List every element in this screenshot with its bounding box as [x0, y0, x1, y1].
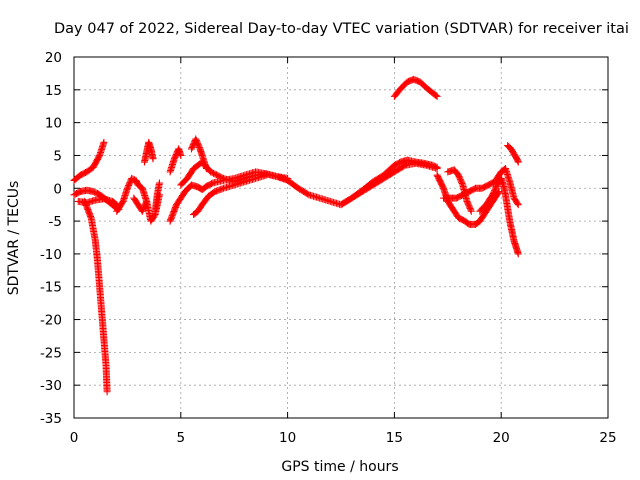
series-arc-6: [130, 194, 151, 215]
y-tick-label: -20: [40, 313, 62, 329]
data-point: [177, 151, 185, 159]
data-point: [262, 171, 270, 179]
series-arc-15: [390, 75, 441, 100]
data-point: [143, 197, 151, 205]
data-point: [513, 199, 521, 207]
data-point: [433, 163, 441, 171]
x-tick-label: 25: [599, 430, 616, 446]
y-tick-label: 15: [45, 83, 62, 99]
series-arc-20: [504, 142, 522, 166]
data-point: [514, 250, 522, 258]
series-arc-9: [166, 145, 185, 176]
y-tick-labels: 20 15 10 5 0 -5 -10 -15 -20 -25 -30 -35: [40, 50, 62, 427]
x-tick-label: 20: [493, 430, 510, 446]
y-tick-label: -15: [40, 280, 62, 296]
y-tick-label: 0: [53, 181, 62, 197]
data-point: [467, 207, 475, 215]
x-tick-label: 10: [279, 430, 296, 446]
series-arc-1: [70, 138, 108, 184]
data-point: [495, 188, 503, 196]
chart-title: Day 047 of 2022, Sidereal Day-to-day VTE…: [54, 21, 629, 37]
x-axis-title: GPS time / hours: [281, 459, 398, 475]
data-point: [458, 180, 466, 188]
y-tick-label: -30: [40, 378, 62, 394]
series-arc-14: [337, 156, 441, 209]
series-arc-13: [190, 171, 270, 219]
y-tick-label: -35: [40, 411, 62, 427]
data-point: [494, 189, 502, 197]
data-point: [202, 165, 210, 173]
series-arc-4: [74, 195, 121, 209]
data-point: [103, 388, 111, 396]
data-point: [218, 174, 226, 182]
data-point: [433, 92, 441, 100]
data-marks: [70, 75, 522, 396]
data-point: [155, 179, 163, 187]
series-arc-21: [476, 188, 503, 225]
data-point: [432, 163, 440, 171]
x-tick-label: 0: [70, 430, 79, 446]
y-tick-label: 5: [53, 148, 62, 164]
series-arc-8: [151, 179, 163, 215]
grid: [74, 57, 608, 418]
x-tick-label: 15: [386, 430, 403, 446]
data-point: [112, 200, 120, 208]
data-point: [142, 199, 150, 207]
y-tick-label: 20: [45, 50, 62, 66]
data-point: [100, 138, 108, 146]
y-tick-label: -25: [40, 345, 62, 361]
series-arc-12: [187, 135, 210, 173]
y-tick-label: 10: [45, 116, 62, 132]
axis-ticks: [73, 56, 609, 419]
data-point: [467, 206, 475, 214]
series-arc-18: [440, 165, 522, 209]
series-arc-11: [177, 158, 441, 209]
series-arc-3: [81, 197, 111, 396]
data-point: [514, 201, 522, 209]
y-axis-title: SDTVAR / TECUs: [6, 181, 22, 296]
series-arc-7: [140, 138, 157, 166]
data-point: [149, 155, 157, 163]
y-tick-label: -10: [40, 247, 62, 263]
x-tick-labels: 0 5 10 15 20 25: [70, 430, 617, 446]
data-point: [432, 92, 440, 100]
plot-frame: [73, 56, 609, 419]
y-tick-label: -5: [49, 214, 62, 230]
x-tick-label: 5: [177, 430, 186, 446]
data-point: [514, 158, 522, 166]
